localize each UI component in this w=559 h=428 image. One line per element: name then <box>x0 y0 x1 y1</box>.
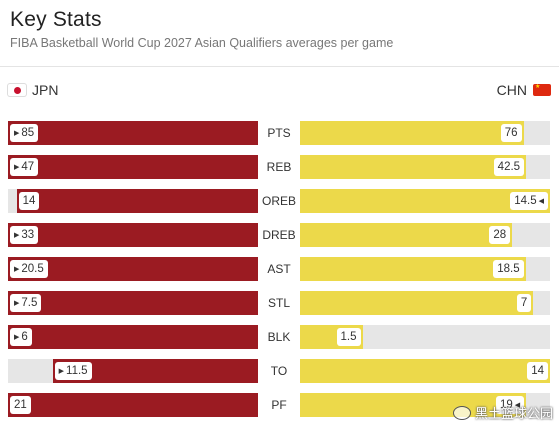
stat-row-oreb: 14 OREB 14.5 ◀ <box>0 189 559 213</box>
page-title: Key Stats <box>10 8 102 31</box>
stat-label: OREB <box>261 194 296 208</box>
stat-label: BLK <box>267 330 291 344</box>
team-right-name: CHN <box>496 82 527 98</box>
right-track: 28 <box>300 223 550 247</box>
right-bar: 18.5 <box>300 257 526 281</box>
left-value: ▶ 7.5 <box>10 294 42 312</box>
weibo-icon <box>452 405 471 420</box>
right-value: 28 <box>489 226 511 244</box>
right-track: 7 <box>300 291 550 315</box>
right-bar: 28 <box>300 223 513 247</box>
left-track: ▶ 85 <box>8 121 258 145</box>
left-bar: ▶ 20.5 <box>8 257 258 281</box>
play-right-icon: ▶ <box>14 164 20 171</box>
right-value: 18.5 <box>493 260 524 278</box>
team-right: CHN <box>497 82 551 98</box>
play-right-icon: ▶ <box>14 232 20 239</box>
play-right-icon: ▶ <box>14 334 20 341</box>
stat-row-pts: ▶ 85 PTS 76 <box>0 121 559 145</box>
header-divider <box>0 66 559 67</box>
left-value: ▶ 11.5 <box>54 362 92 380</box>
left-value: 14 <box>18 192 40 210</box>
play-right-icon: ▶ <box>58 368 65 375</box>
right-bar: 14 <box>300 359 550 383</box>
page-subtitle: FIBA Basketball World Cup 2027 Asian Qua… <box>10 36 394 50</box>
left-track: 21 <box>8 393 258 417</box>
stat-label: REB <box>266 160 292 174</box>
left-track: ▶ 33 <box>8 223 258 247</box>
right-value: 1.5 <box>336 328 361 346</box>
right-bar: 42.5 <box>300 155 527 179</box>
stat-row-ast: ▶ 20.5 AST 18.5 <box>0 257 559 281</box>
stat-label: TO <box>270 364 288 378</box>
left-value: ▶ 85 <box>10 124 39 142</box>
right-value: 76 <box>500 124 522 142</box>
stat-label: PTS <box>267 126 291 140</box>
play-right-icon: ▶ <box>14 300 20 307</box>
right-bar: 7 <box>300 291 534 315</box>
right-track: 76 <box>300 121 550 145</box>
watermark-text: 黑土篮球公园 <box>474 406 553 421</box>
left-bar: ▶ 85 <box>8 121 258 145</box>
left-value: ▶ 47 <box>10 158 39 176</box>
china-flag-icon <box>533 84 551 96</box>
right-value: 14.5 ◀ <box>510 192 548 210</box>
left-bar: 21 <box>8 393 258 417</box>
left-bar: ▶ 11.5 <box>52 359 258 383</box>
left-value: ▶ 20.5 <box>10 260 48 278</box>
play-left-icon: ◀ <box>514 402 521 409</box>
left-track: ▶ 47 <box>8 155 258 179</box>
left-bar: ▶ 6 <box>8 325 258 349</box>
left-track: ▶ 20.5 <box>8 257 258 281</box>
left-value: ▶ 33 <box>10 226 39 244</box>
left-track: ▶ 6 <box>8 325 258 349</box>
right-track: 14.5 ◀ <box>300 189 550 213</box>
watermark: 黑土篮球公园 <box>452 403 553 422</box>
stat-row-to: ▶ 11.5 TO 14 <box>0 359 559 383</box>
play-right-icon: ▶ <box>14 130 20 137</box>
right-bar: 14.5 ◀ <box>300 189 550 213</box>
left-value: 21 <box>10 396 31 414</box>
right-value: 14 <box>527 362 548 380</box>
play-right-icon: ▶ <box>14 266 20 273</box>
left-value: ▶ 6 <box>10 328 32 346</box>
right-track: 19 ◀ <box>300 393 550 417</box>
right-track: 42.5 <box>300 155 550 179</box>
left-track: ▶ 7.5 <box>8 291 258 315</box>
stat-label: STL <box>267 296 290 310</box>
stat-label: DREB <box>262 228 296 242</box>
right-value: 7 <box>516 294 532 312</box>
left-bar: 14 <box>16 189 258 213</box>
japan-flag-icon <box>8 84 26 96</box>
right-track: 14 <box>300 359 550 383</box>
right-bar: 19 ◀ <box>300 393 527 417</box>
left-track: ▶ 11.5 <box>8 359 258 383</box>
stat-row-reb: ▶ 47 REB 42.5 <box>0 155 559 179</box>
team-left: JPN <box>8 82 58 98</box>
right-track: 18.5 <box>300 257 550 281</box>
left-bar: ▶ 33 <box>8 223 258 247</box>
left-bar: ▶ 47 <box>8 155 258 179</box>
right-value: 19 ◀ <box>496 396 525 414</box>
team-left-name: JPN <box>32 82 59 98</box>
left-track: 14 <box>8 189 258 213</box>
right-bar: 76 <box>300 121 524 145</box>
stat-row-pf: 21 PF 19 ◀ <box>0 393 559 417</box>
play-left-icon: ◀ <box>538 198 544 205</box>
stat-row-blk: ▶ 6 BLK 1.5 <box>0 325 559 349</box>
right-bar: 1.5 <box>300 325 363 349</box>
stat-row-dreb: ▶ 33 DREB 28 <box>0 223 559 247</box>
right-track: 1.5 <box>300 325 550 349</box>
stat-label: AST <box>267 262 291 276</box>
stat-label: PF <box>271 398 287 412</box>
stat-row-stl: ▶ 7.5 STL 7 <box>0 291 559 315</box>
left-bar: ▶ 7.5 <box>8 291 258 315</box>
right-value: 42.5 <box>493 158 525 176</box>
header: Key Stats FIBA Basketball World Cup 2027… <box>10 8 549 50</box>
